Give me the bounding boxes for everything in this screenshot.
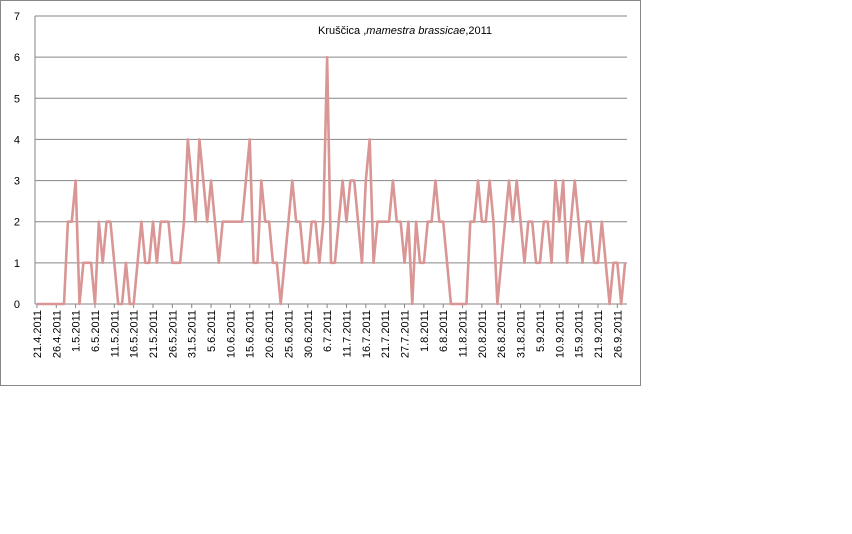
x-tick-label: 10.9.2011 (554, 310, 566, 358)
x-tick-label: 11.7.2011 (341, 310, 353, 357)
chart-title: Kruščica ,mamestra brassicae,2011 (318, 25, 492, 37)
x-tick-label: 21.7.2011 (380, 310, 392, 358)
x-tick-label: 15.9.2011 (574, 310, 586, 358)
x-tick-label: 16.5.2011 (129, 310, 141, 358)
y-tick-label: 0 (14, 299, 20, 311)
y-tick-label: 3 (14, 176, 20, 188)
y-tick-label: 5 (14, 93, 20, 105)
x-tick-label: 20.8.2011 (477, 310, 489, 358)
x-tick-label: 5.6.2011 (206, 310, 218, 352)
x-tick-label: 31.5.2011 (187, 310, 199, 358)
x-tick-label: 16.7.2011 (361, 310, 373, 358)
x-tick-label: 6.7.2011 (322, 310, 334, 352)
title-part: ,2011 (465, 25, 492, 37)
y-tick-label: 6 (14, 52, 20, 64)
x-tick-label: 11.5.2011 (109, 310, 121, 357)
x-tick-label: 31.8.2011 (516, 310, 528, 358)
x-tick-label: 11.8.2011 (458, 310, 470, 357)
x-tick-label: 26.5.2011 (167, 310, 179, 358)
y-tick-label: 7 (14, 11, 20, 23)
data-line (36, 55, 627, 306)
x-tick-label: 26.8.2011 (496, 310, 508, 358)
x-tick-label: 15.6.2011 (245, 310, 257, 358)
chart-frame (0, 0, 641, 386)
x-tick-label: 1.8.2011 (419, 310, 431, 352)
x-tick-label: 5.9.2011 (535, 310, 547, 352)
x-tick-label: 6.5.2011 (90, 310, 102, 352)
x-tick-label: 21.5.2011 (148, 310, 160, 358)
x-tick-label: 10.6.2011 (225, 310, 237, 358)
x-tick-label: 21.9.2011 (593, 310, 605, 358)
y-tick-label: 2 (14, 217, 20, 229)
x-tick-label: 27.7.2011 (400, 310, 412, 358)
x-tick-label: 26.9.2011 (612, 310, 624, 358)
x-tick-label: 25.6.2011 (283, 310, 295, 358)
x-tick-label: 1.5.2011 (71, 310, 83, 352)
x-tick-label: 20.6.2011 (264, 310, 276, 358)
x-tick-label: 30.6.2011 (303, 310, 315, 358)
x-tick-label: 26.4.2011 (51, 310, 63, 358)
y-tick-label: 1 (14, 258, 20, 270)
title-part: mamestra brassicae (366, 25, 465, 37)
title-part: Kruščica , (318, 25, 366, 37)
x-tick-label: 6.8.2011 (438, 310, 450, 352)
y-tick-label: 4 (14, 134, 20, 146)
x-tick-label: 21.4.2011 (32, 310, 44, 358)
